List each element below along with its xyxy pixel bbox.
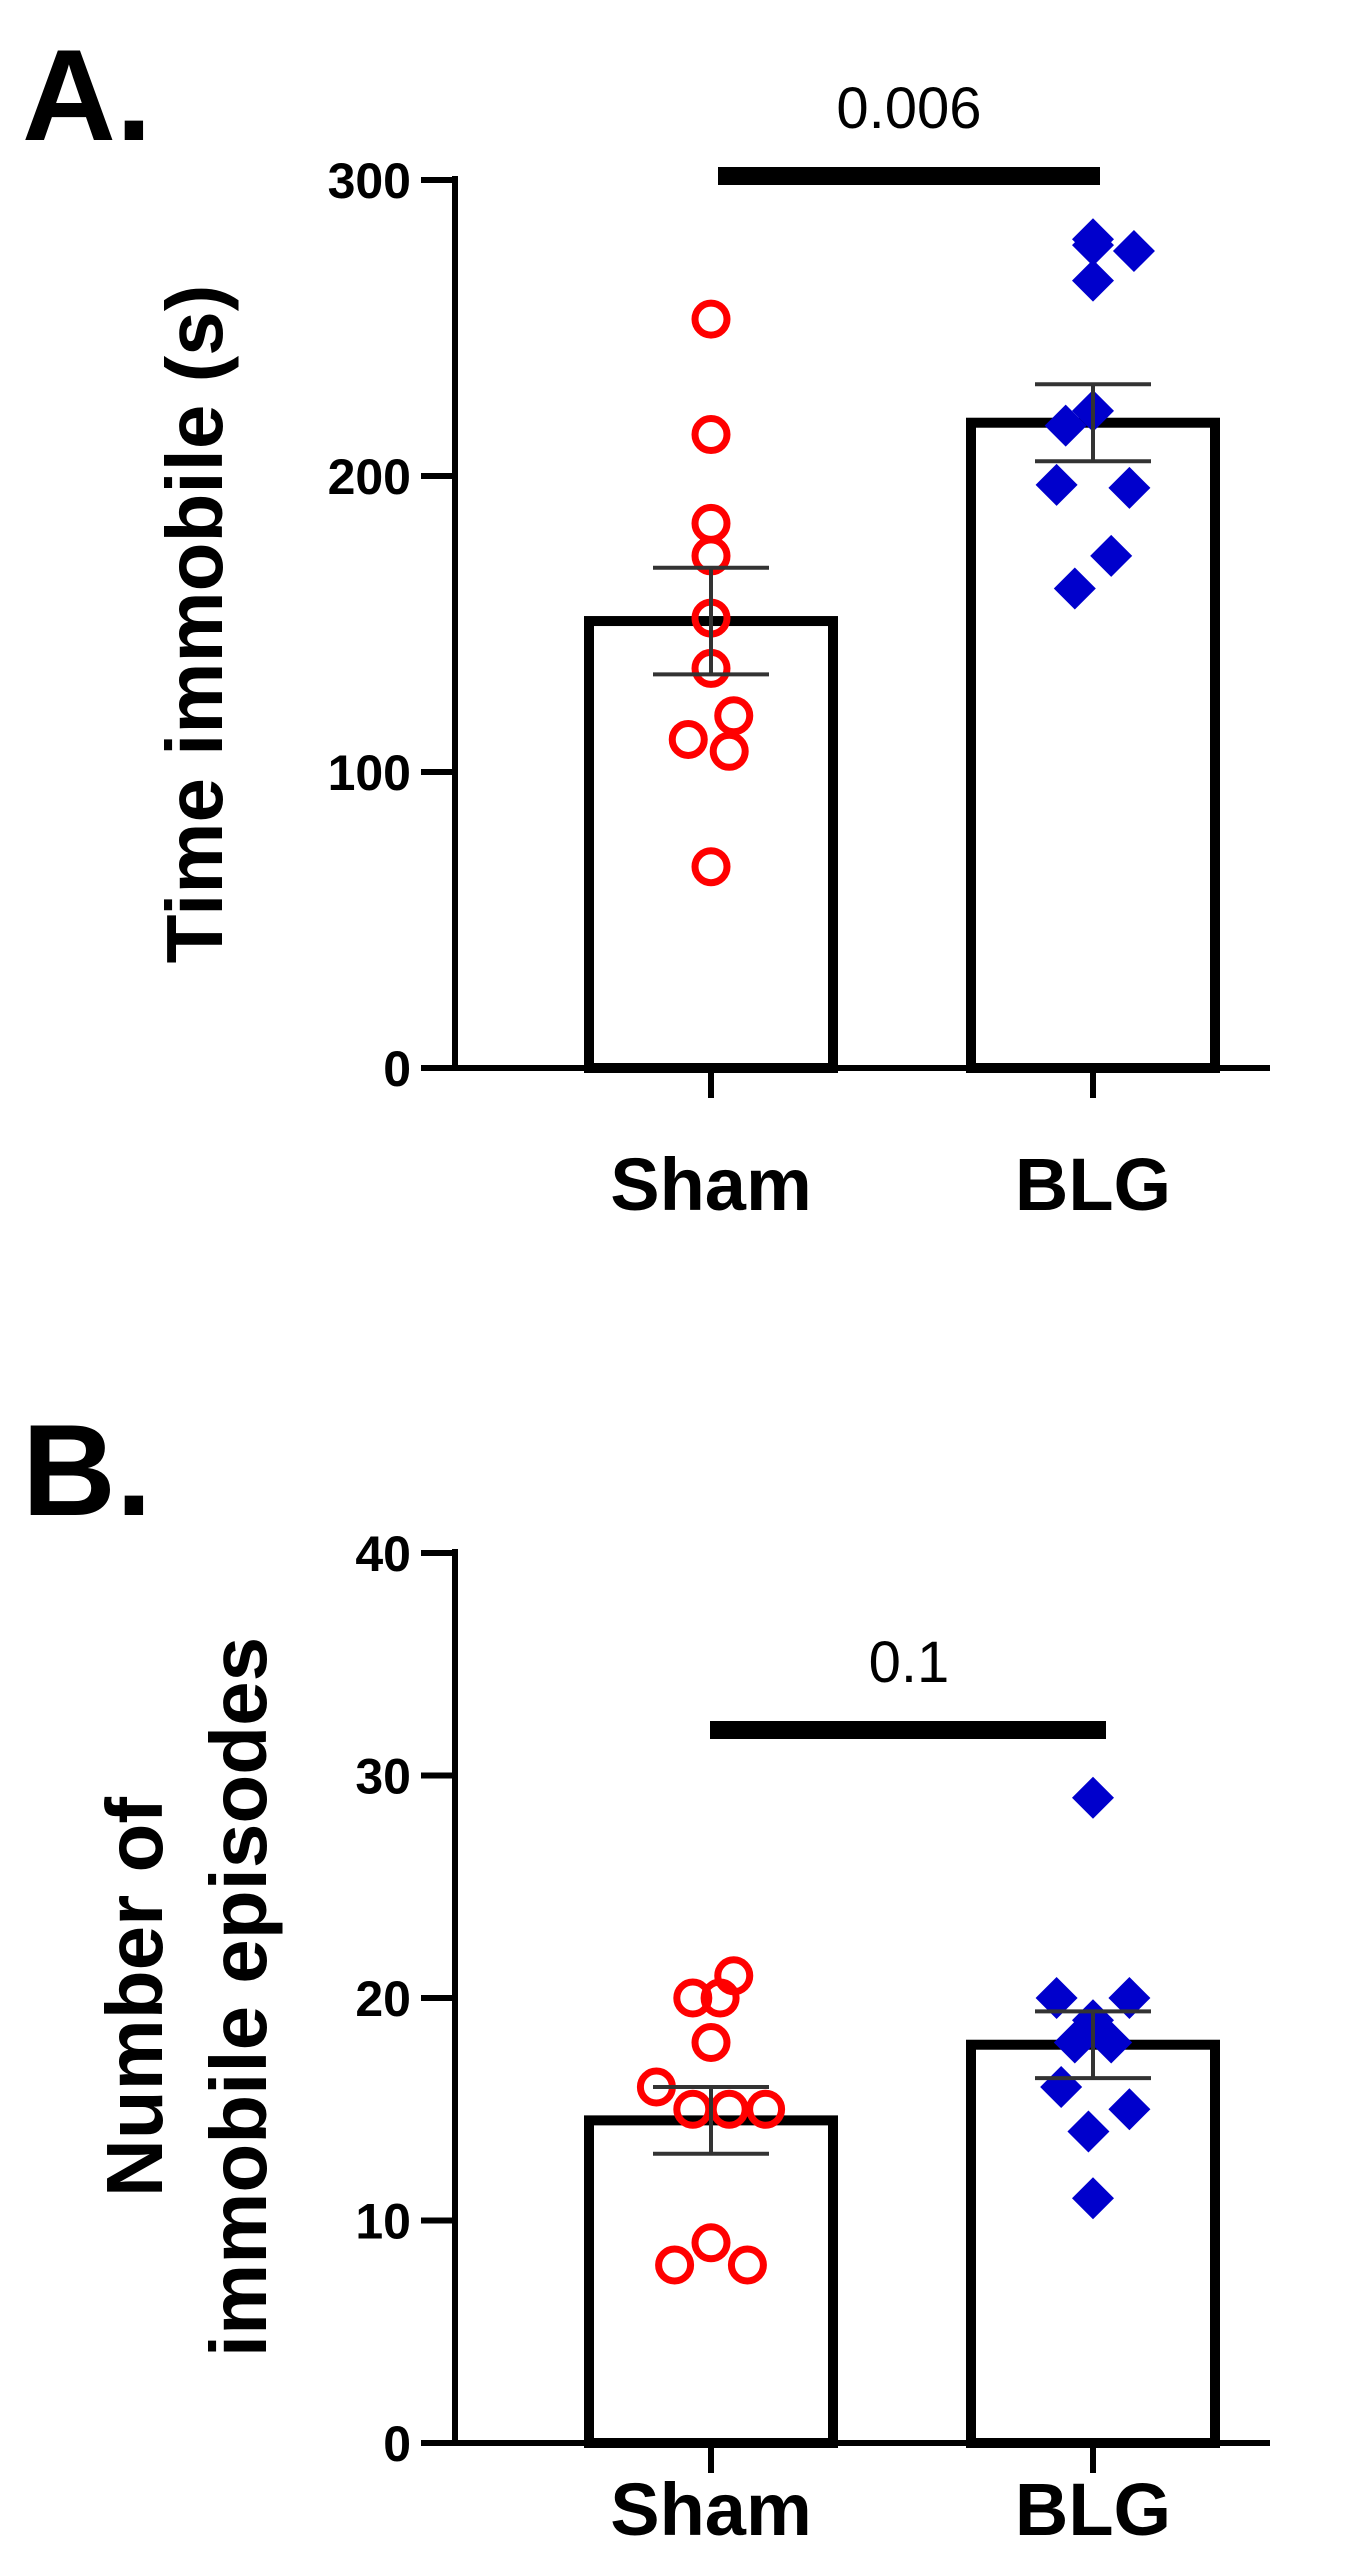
data-point-blg bbox=[1035, 1977, 1078, 2019]
y-tick-label: 0 bbox=[383, 1041, 411, 1097]
data-point-sham bbox=[714, 696, 754, 736]
x-tick-label-sham: Sham bbox=[610, 1143, 812, 1226]
data-point-sham bbox=[700, 1978, 740, 2018]
significance-label: 0.1 bbox=[869, 1630, 950, 1695]
data-point-sham bbox=[691, 847, 731, 887]
data-point-blg bbox=[1108, 2088, 1151, 2131]
data-point-sham bbox=[668, 719, 708, 759]
y-tick-label: 20 bbox=[355, 1971, 411, 2027]
x-tick-label-sham: Sham bbox=[610, 2468, 812, 2551]
y-tick-label: 200 bbox=[328, 449, 411, 505]
data-point-sham bbox=[673, 2089, 713, 2129]
y-tick-label: 10 bbox=[355, 2194, 411, 2250]
data-point-blg bbox=[1108, 1977, 1151, 2019]
y-axis-label-line-1: Number of bbox=[90, 1797, 179, 2197]
data-point-blg bbox=[1044, 404, 1087, 447]
bar-blg bbox=[966, 417, 1220, 1074]
data-point-blg bbox=[1072, 1776, 1114, 1819]
data-point-blg bbox=[1108, 466, 1151, 509]
data-point-sham bbox=[709, 2089, 749, 2129]
data-point-sham bbox=[709, 731, 749, 771]
bar-blg bbox=[966, 2039, 1220, 2448]
data-point-sham bbox=[691, 415, 731, 455]
data-point-sham bbox=[655, 2245, 695, 2285]
data-point-blg bbox=[1112, 230, 1155, 273]
x-tick-label-blg: BLG bbox=[1015, 2468, 1171, 2551]
data-point-blg bbox=[1090, 534, 1133, 577]
y-tick-label: 300 bbox=[328, 153, 411, 209]
panel-label: B. bbox=[22, 1397, 152, 1543]
panel-a-bar-chart: A. Time immobile (s) 0 100 200 300 Sham BLG 0.00… bbox=[22, 22, 1270, 1226]
y-tick-label: 30 bbox=[355, 1749, 411, 1805]
data-point-blg bbox=[1035, 463, 1078, 506]
panel-b-bar-chart: B. Number of immobile episodes 0 10 20 30 40 Sha… bbox=[22, 1397, 1270, 2551]
data-point-sham bbox=[727, 2245, 767, 2285]
data-point-blg bbox=[1072, 2177, 1114, 2220]
bar-sham bbox=[584, 2115, 838, 2448]
y-tick-label: 100 bbox=[328, 745, 411, 801]
data-point-blg bbox=[1072, 259, 1114, 302]
significance-label: 0.006 bbox=[836, 76, 981, 141]
data-point-blg bbox=[1067, 2110, 1110, 2153]
data-point-sham bbox=[691, 2023, 731, 2062]
panel-label: A. bbox=[22, 22, 152, 168]
data-point-blg bbox=[1053, 567, 1096, 610]
data-point-sham bbox=[673, 1978, 713, 2018]
x-tick-label-blg: BLG bbox=[1015, 1143, 1171, 1226]
data-point-blg bbox=[1072, 224, 1114, 267]
y-tick-label: 40 bbox=[355, 1526, 411, 1582]
data-point-sham bbox=[691, 299, 731, 339]
data-point-sham bbox=[691, 503, 731, 543]
y-axis-label: Time immobile (s) bbox=[150, 285, 239, 964]
y-tick-label: 0 bbox=[383, 2416, 411, 2472]
data-point-blg bbox=[1053, 2021, 1096, 2064]
bar-sham bbox=[584, 616, 838, 1073]
data-point-sham bbox=[691, 2223, 731, 2263]
data-point-sham bbox=[746, 2089, 786, 2129]
data-point-blg bbox=[1090, 2021, 1133, 2064]
y-axis-label-line-2: immobile episodes bbox=[194, 1637, 283, 2357]
